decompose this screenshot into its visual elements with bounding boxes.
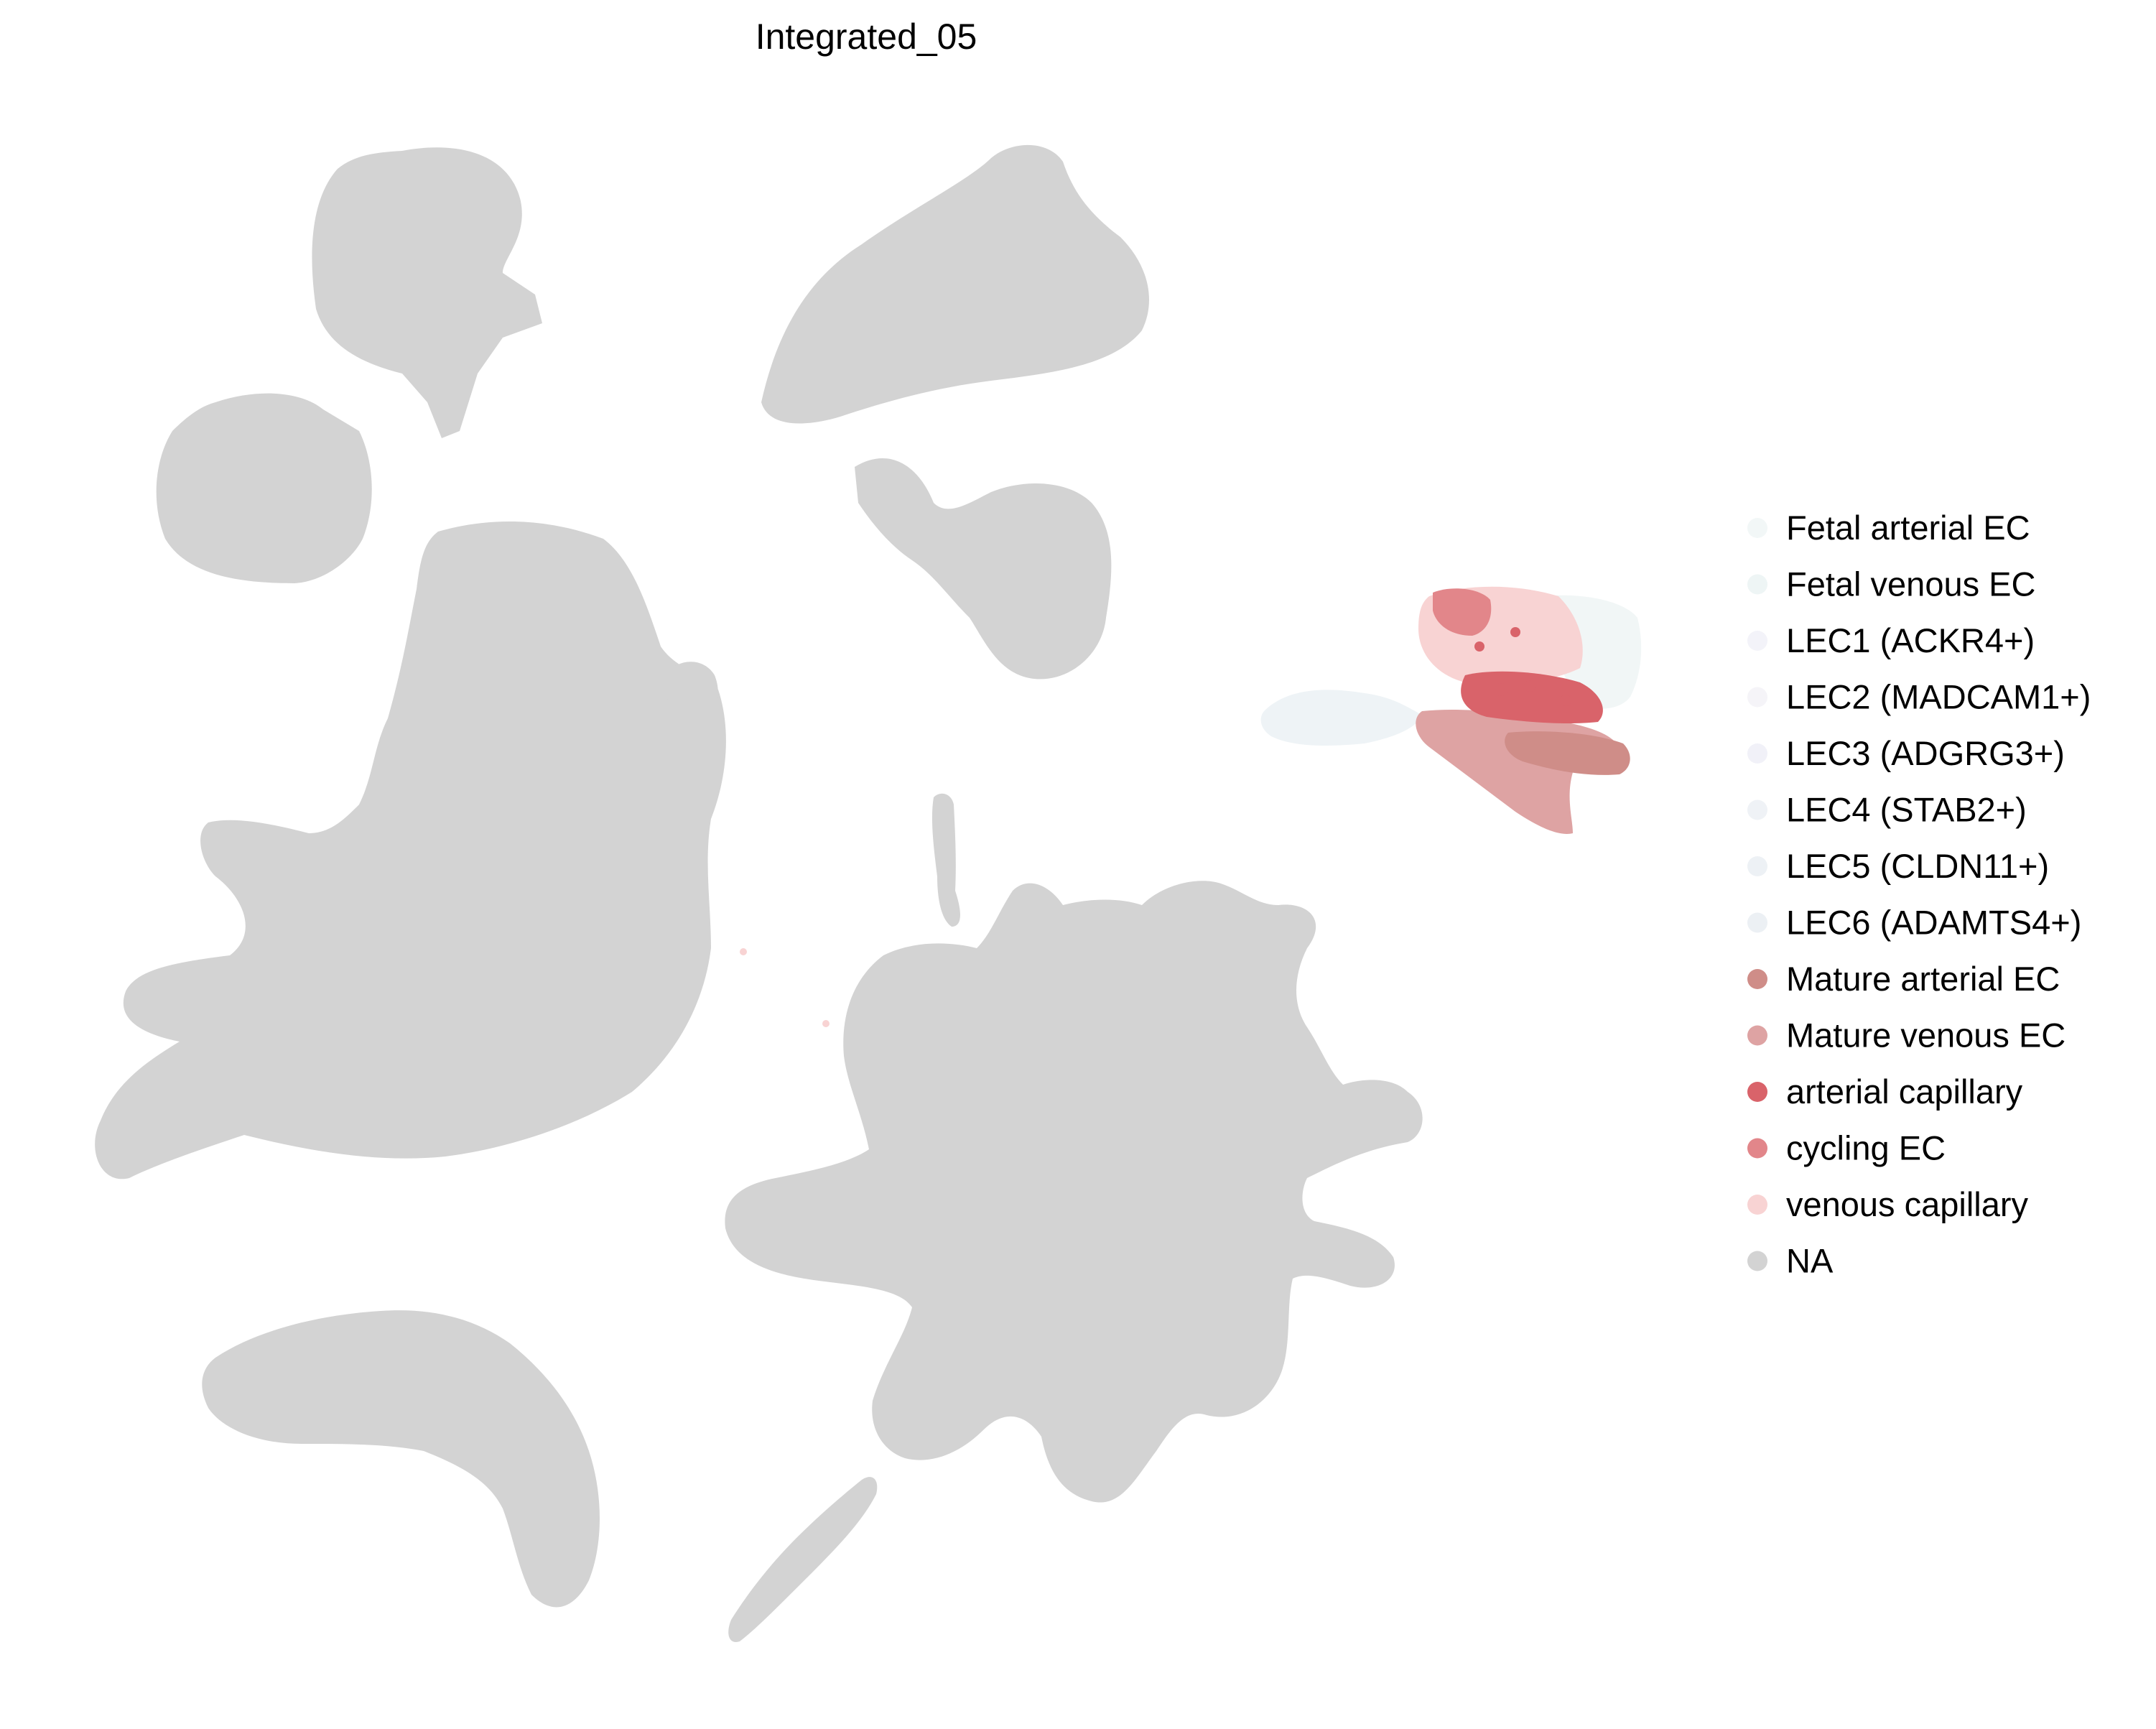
legend-marker <box>1747 969 1767 989</box>
chart-title: Integrated_05 <box>756 17 977 57</box>
arterial-capillary-dot <box>1524 680 1535 692</box>
legend-label: Mature arterial EC <box>1786 960 2060 998</box>
mature-arterial-region <box>1505 731 1630 775</box>
legend-label: LEC3 (ADGRG3+) <box>1786 734 2065 772</box>
cluster-bump <box>664 662 718 722</box>
legend-item: LEC1 (ACKR4+) <box>1747 621 2035 659</box>
legend-item: LEC4 (STAB2+) <box>1747 791 2027 829</box>
arterial-capillary-dot <box>1474 641 1484 652</box>
legend-item: LEC6 (ADAMTS4+) <box>1747 904 2081 942</box>
cluster-left-small <box>156 393 372 583</box>
legend-item: Mature venous EC <box>1747 1016 2066 1054</box>
legend-item: LEC5 (CLDN11+) <box>1747 847 2049 885</box>
venous-capillary-dot <box>740 948 747 955</box>
cluster-big-left <box>95 522 726 1179</box>
legend-label: Fetal arterial EC <box>1786 509 2030 547</box>
legend-label: cycling EC <box>1786 1129 1946 1167</box>
legend-marker <box>1747 912 1767 933</box>
legend-marker <box>1747 518 1767 538</box>
legend-label: Mature venous EC <box>1786 1016 2066 1054</box>
legend-item: Fetal arterial EC <box>1747 509 2030 547</box>
arterial-capillary-region <box>1461 671 1603 724</box>
legend-item: cycling EC <box>1747 1129 1946 1167</box>
legend-item: Fetal venous EC <box>1747 565 2035 603</box>
legend-label: arterial capillary <box>1786 1072 2023 1111</box>
legend-marker <box>1747 1251 1767 1271</box>
cluster-small-vertical <box>931 793 960 927</box>
legend-marker <box>1747 743 1767 764</box>
na-clusters <box>95 144 1423 1642</box>
lec-tail <box>1260 690 1422 746</box>
legend-label: LEC2 (MADCAM1+) <box>1786 678 2091 716</box>
legend-item: NA <box>1747 1242 1834 1280</box>
cluster-big-star <box>725 881 1423 1503</box>
cluster-top-left <box>312 147 542 438</box>
legend-marker <box>1747 1195 1767 1215</box>
legend-marker <box>1747 574 1767 595</box>
legend-marker <box>1747 687 1767 708</box>
cycling-ec-region <box>1433 588 1492 636</box>
legend-marker <box>1747 856 1767 876</box>
legend-item: LEC2 (MADCAM1+) <box>1747 678 2091 716</box>
arterial-capillary-dot <box>1560 695 1571 706</box>
legend-item: LEC3 (ADGRG3+) <box>1747 734 2065 772</box>
legend-marker <box>1747 1082 1767 1102</box>
legend-label: Fetal venous EC <box>1786 565 2035 603</box>
plot-area <box>95 144 1642 1642</box>
legend-label: NA <box>1786 1242 1834 1280</box>
legend-label: LEC5 (CLDN11+) <box>1786 847 2049 885</box>
legend-label: venous capillary <box>1786 1185 2029 1223</box>
legend: Fetal arterial EC Fetal venous EC LEC1 (AC… <box>1747 509 2091 1280</box>
arterial-capillary-dot <box>1495 683 1507 696</box>
arterial-capillary-dot <box>1510 627 1520 637</box>
legend-label: LEC6 (ADAMTS4+) <box>1786 904 2081 942</box>
legend-marker <box>1747 799 1767 820</box>
legend-marker <box>1747 1025 1767 1046</box>
venous-capillary-dot <box>822 1020 830 1027</box>
cluster-diagonal <box>728 1477 878 1642</box>
legend-marker <box>1747 631 1767 651</box>
legend-marker <box>1747 1138 1767 1159</box>
cluster-crescent <box>202 1310 600 1608</box>
legend-label: LEC4 (STAB2+) <box>1786 791 2027 829</box>
legend-item: venous capillary <box>1747 1185 2029 1223</box>
cluster-mid-center <box>855 458 1112 680</box>
ec-cluster <box>740 586 1642 1027</box>
cluster-top-center <box>761 144 1149 424</box>
legend-item: arterial capillary <box>1747 1072 2023 1111</box>
legend-label: LEC1 (ACKR4+) <box>1786 621 2035 659</box>
legend-item: Mature arterial EC <box>1747 960 2060 998</box>
